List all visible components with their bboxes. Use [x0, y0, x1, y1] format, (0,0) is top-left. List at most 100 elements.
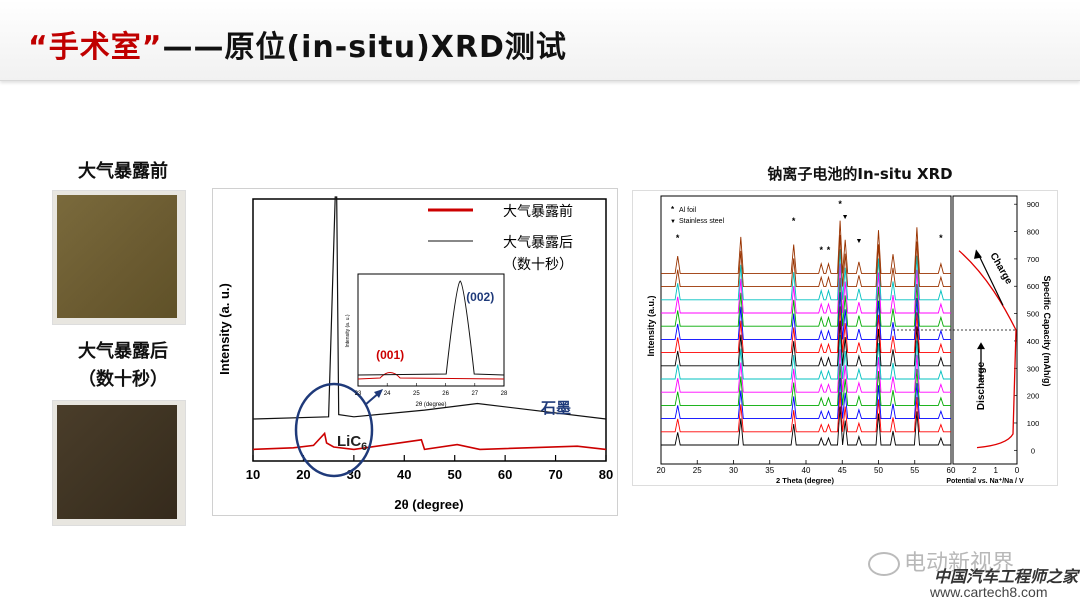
xrd-pattern-line [661, 334, 951, 380]
before-exposure-photo [52, 190, 186, 325]
x-tick-label: 40 [397, 467, 411, 482]
legend-star-marker: * [671, 205, 675, 214]
inset-y-label: Intensity (a. u.) [345, 314, 351, 347]
legend-label-after-note: （数十秒） [503, 257, 573, 273]
after-exposure-label-line1: 大气暴露后 [78, 341, 168, 362]
inset-x-tick-label: 26 [442, 391, 449, 397]
before-exposure-sample [57, 195, 177, 318]
xrd-pattern-line [661, 234, 951, 288]
after-exposure-photo [52, 400, 186, 526]
capacity-y-label: Specific Capacity (mAh/g) [1042, 275, 1052, 386]
charge-arrow [977, 253, 1004, 306]
x-tick-label: 80 [599, 467, 613, 482]
inset-curve-after [357, 280, 505, 376]
al-foil-star-mark: * [676, 233, 680, 243]
capacity-x-label: Potential vs. Na⁺/Na / V [946, 478, 1024, 485]
charge-curve [958, 250, 1017, 331]
watermark-line3: www.cartech8.com [930, 584, 1048, 600]
xrd-pattern-line [661, 249, 951, 301]
x-tick-label: 70 [548, 467, 562, 482]
graphite-annotation: 石墨 [540, 399, 571, 417]
stainless-steel-mark: ▼ [855, 238, 862, 245]
xrd-pattern-line [661, 306, 951, 354]
before-exposure-label: 大气暴露前 [78, 161, 168, 182]
xrd-x-tick-label: 55 [910, 466, 919, 475]
inset-x-tick-label: 23 [355, 391, 362, 397]
slide-title-quote: “手术室” [28, 30, 163, 65]
capacity-y-tick-label: 0 [1031, 446, 1035, 455]
watermark-line2: 中国汽车工程师之家 [934, 567, 1079, 586]
x-tick-label: 10 [246, 467, 260, 482]
x-tick-label: 50 [447, 467, 461, 482]
xrd-pattern-line [661, 263, 951, 314]
inset-peak-label-001: (001) [376, 348, 404, 362]
xrd-x-tick-label: 30 [729, 466, 738, 475]
legend-al-foil: Al foil [679, 207, 697, 214]
discharge-arrowhead [977, 342, 985, 350]
al-foil-star-mark: * [819, 245, 823, 255]
inset-x-tick-label: 24 [384, 391, 391, 397]
xrd-y-label: Intensity (a.u.) [646, 295, 656, 356]
sodium-xrd-panel: 20 25 30 35 40 45 50 55 60 * * * * * * ▼ ▼ 0 100 200 300 40… [632, 190, 1058, 486]
al-foil-star-mark: * [838, 199, 842, 209]
al-foil-star-mark: * [827, 245, 831, 255]
lic6-annotation: LiC6 [337, 433, 367, 453]
legend-triangle-marker: ▼ [670, 219, 676, 225]
legend-label-before: 大气暴露前 [503, 203, 573, 220]
xrd-x-tick-label: 45 [838, 466, 847, 475]
xrd-pattern-line [661, 392, 951, 433]
capacity-y-tick-label: 300 [1027, 364, 1040, 373]
xrd-x-label: 2 Theta (degree) [776, 476, 834, 485]
xrd-pattern-line [661, 277, 951, 327]
sodium-xrd-chart: 20 25 30 35 40 45 50 55 60 *** ***▼▼ 010020030040… [646, 195, 1052, 485]
xrd-x-tick-label: 35 [765, 466, 774, 475]
series-line-after [252, 196, 607, 420]
potential-x-tick-label: 1 [993, 466, 998, 475]
charge-arrowhead [974, 249, 982, 259]
xrd-pattern-line [661, 220, 951, 274]
legend-stainless-steel: Stainless steel [679, 218, 725, 225]
title-bar: “手术室”——原位(in-situ)XRD测试 [0, 0, 1080, 81]
discharge-curve [976, 329, 1017, 449]
capacity-y-tick-label: 400 [1027, 337, 1040, 346]
capacity-y-tick-label: 900 [1027, 200, 1040, 209]
inset-x-tick-label: 25 [413, 391, 420, 397]
inset-x-tick-label: 28 [501, 391, 508, 397]
capacity-y-tick-label: 700 [1027, 255, 1040, 264]
inset-curve-before [357, 372, 505, 380]
xrd-pattern-line [661, 349, 951, 393]
after-exposure-label-line2: （数十秒） [78, 369, 168, 390]
legend-label-after: 大气暴露后 [503, 235, 573, 251]
capacity-y-tick-label: 500 [1027, 310, 1040, 319]
watermark-line1: 电动新视界 [904, 551, 1015, 576]
xrd-plot-frame [660, 195, 952, 465]
xrd-x-tick-label: 25 [693, 466, 702, 475]
xrd-x-tick-label: 20 [657, 466, 666, 475]
y-axis-label: Intensity (a. u.) [217, 283, 232, 375]
xrd-pattern-line [661, 292, 951, 340]
wechat-icon [868, 552, 900, 576]
xrd-pattern-line [661, 377, 951, 420]
xrd-pattern-line [661, 320, 951, 367]
xrd-x-tick-label: 40 [802, 466, 811, 475]
x-axis-label: 2θ (degree) [394, 497, 463, 512]
x-tick-label: 60 [498, 467, 512, 482]
capacity-y-tick-label: 600 [1027, 282, 1040, 291]
capacity-y-tick-label: 100 [1027, 419, 1040, 428]
highlight-circle [294, 382, 374, 478]
capacity-y-tick-label: 200 [1027, 392, 1040, 401]
stainless-steel-mark: ▼ [842, 214, 849, 221]
slide-title-rest: ——原位(in-situ)XRD测试 [162, 30, 567, 65]
inset-x-label: 2θ (degree) [415, 402, 446, 408]
slide-title: “手术室”——原位(in-situ)XRD测试 [28, 22, 567, 66]
plot-frame [252, 198, 607, 462]
watermark-brand: 电动新视界 [868, 545, 1014, 577]
xrd-x-tick-label: 50 [874, 466, 883, 475]
discharge-annotation: Discharge [976, 361, 987, 410]
sodium-xrd-title: 钠离子电池的In-situ XRD [767, 165, 953, 183]
series-line-before [252, 431, 607, 451]
highlight-arrowhead [374, 389, 383, 398]
xrd-x-tick-label: 60 [947, 466, 956, 475]
capacity-y-tick-label: 800 [1027, 228, 1040, 237]
al-foil-star-mark: * [939, 233, 943, 243]
